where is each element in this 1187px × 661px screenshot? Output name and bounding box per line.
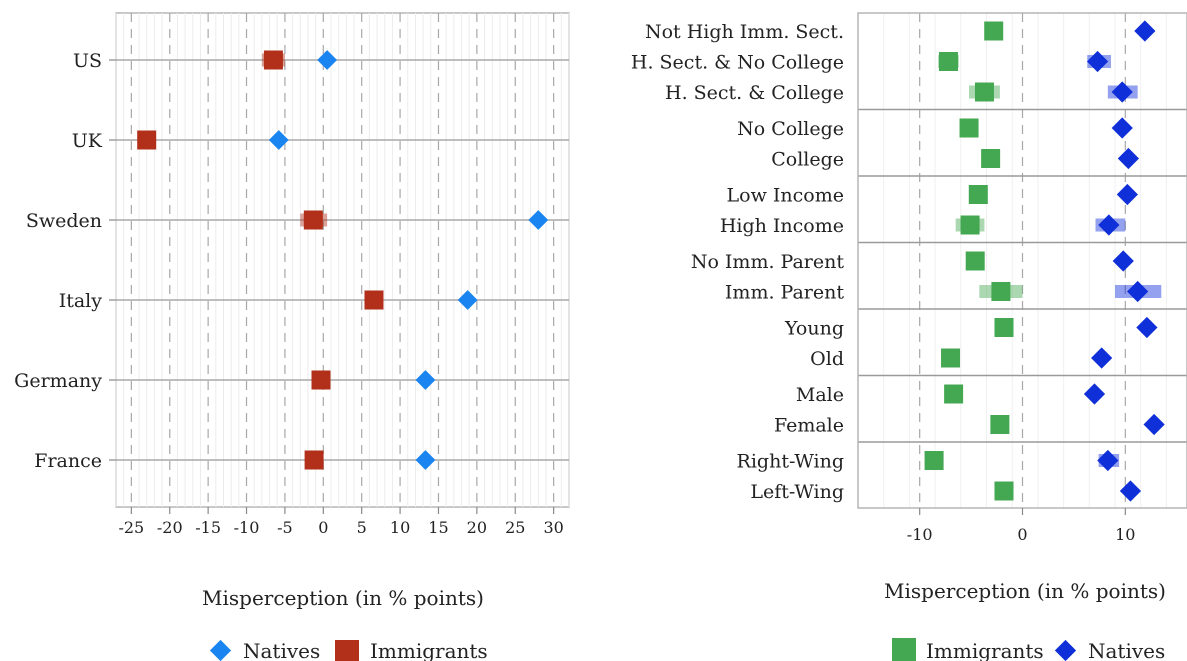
left-point-natives: [268, 130, 289, 150]
left-x-tick-label: 25: [505, 518, 525, 537]
right-category-label-college: College: [771, 149, 844, 171]
left-legend-natives-icon: [209, 639, 232, 661]
right-point-natives: [1091, 347, 1113, 369]
left-point-immigrants: [311, 370, 331, 390]
right-category-label-no-college: No College: [737, 118, 844, 140]
right-category-label-left-wing: Left-Wing: [750, 481, 844, 503]
right-point-immigrants: [991, 282, 1011, 301]
left-panel: US UK Sweden Italy Germany France -25 -20 -15 -1…: [14, 12, 570, 661]
right-legend-immigrants-icon: [892, 638, 916, 661]
right-point-immigrants: [924, 451, 944, 470]
right-category-labels: Not High Imm. Sect. H. Sect. & No College…: [631, 21, 844, 503]
left-point-immigrants: [303, 210, 323, 230]
right-point-immigrants: [960, 215, 980, 235]
left-point-immigrants: [137, 130, 157, 150]
right-point-natives: [1136, 316, 1158, 339]
right-category-label-not-high-imm-sect: Not High Imm. Sect.: [645, 21, 844, 43]
left-category-label-france: France: [34, 450, 102, 472]
left-legend-immigrants-icon: [335, 640, 359, 661]
left-point-immigrants: [304, 450, 324, 470]
left-x-tick-label: -25: [118, 518, 144, 537]
left-point-natives: [415, 450, 436, 470]
right-point-immigrants: [994, 481, 1014, 501]
right-category-label-h-sect-no-college: H. Sect. & No College: [631, 52, 844, 74]
right-x-tick-label: -10: [907, 525, 933, 544]
right-point-immigrants: [938, 52, 958, 71]
right-point-immigrants: [944, 384, 964, 404]
left-x-axis-title: Misperception (in % points): [202, 586, 484, 610]
left-category-label-sweden: Sweden: [26, 210, 102, 232]
left-point-natives: [317, 50, 338, 70]
right-point-natives: [1127, 280, 1149, 303]
left-point-natives: [415, 370, 436, 390]
right-legend-natives-label: Natives: [1088, 639, 1165, 661]
right-point-natives: [1143, 413, 1165, 436]
left-plot-frame: [115, 12, 570, 508]
left-minor-gridlines: [115, 13, 570, 507]
right-category-label-female: Female: [774, 415, 844, 437]
right-x-tick-labels: -10 0 10: [907, 508, 1135, 544]
right-x-axis-title: Misperception (in % points): [884, 579, 1166, 603]
right-point-natives: [1083, 383, 1106, 405]
left-x-tick-label: 30: [543, 518, 563, 537]
right-point-immigrants: [968, 185, 988, 204]
right-category-label-no-imm-parent: No Imm. Parent: [691, 251, 845, 273]
right-point-immigrants: [959, 118, 979, 138]
left-x-tick-label: -5: [277, 518, 293, 537]
left-point-immigrants: [364, 290, 384, 310]
right-point-natives: [1112, 250, 1134, 272]
right-point-immigrants: [990, 415, 1010, 434]
left-x-tick-label: 10: [390, 518, 410, 537]
right-point-natives: [1117, 147, 1140, 170]
left-category-label-uk: UK: [72, 130, 103, 152]
right-major-gridlines: [919, 13, 1126, 508]
right-panel: Not High Imm. Sect. H. Sect. & No College…: [631, 12, 1187, 661]
left-point-immigrants: [263, 50, 283, 70]
right-category-label-imm-parent: Imm. Parent: [725, 282, 844, 304]
right-point-natives: [1134, 20, 1156, 42]
right-category-label-male: Male: [796, 384, 844, 406]
left-row-lines: [109, 59, 569, 461]
right-legend-natives-icon: [1054, 639, 1077, 661]
right-point-immigrants: [994, 318, 1014, 337]
right-x-tick-label: 10: [1115, 525, 1135, 544]
left-legend-immigrants-label: Immigrants: [370, 639, 488, 661]
left-category-label-germany: Germany: [14, 370, 102, 392]
right-category-label-young: Young: [784, 318, 844, 340]
left-x-tick-label: -20: [157, 518, 183, 537]
left-category-label-us: US: [73, 50, 102, 72]
left-x-tick-label: 20: [467, 518, 487, 537]
left-x-tick-label: -15: [195, 518, 221, 537]
right-point-immigrants: [941, 348, 961, 368]
right-point-immigrants: [981, 149, 1001, 168]
right-category-label-low-income: Low Income: [727, 185, 844, 207]
left-x-tick-label: 0: [318, 518, 328, 537]
left-x-tick-label: 5: [357, 518, 367, 537]
right-group-separators: [858, 108, 1187, 443]
right-point-natives: [1098, 214, 1120, 236]
left-x-tick-labels: -25 -20 -15 -10 -5 0 5 10 15 20 25 30: [118, 507, 564, 537]
right-point-immigrants: [974, 82, 994, 102]
left-legend-natives-label: Natives: [243, 639, 320, 661]
right-point-immigrants: [965, 251, 985, 271]
left-x-tick-label: -10: [234, 518, 260, 537]
right-category-label-h-sect-college: H. Sect. & College: [665, 82, 844, 104]
right-category-label-right-wing: Right-Wing: [737, 451, 844, 473]
right-point-natives: [1119, 480, 1142, 502]
right-legend: Immigrants Natives: [892, 638, 1165, 661]
right-category-label-high-income: High Income: [720, 215, 844, 237]
left-x-tick-label: 15: [428, 518, 448, 537]
right-legend-immigrants-label: Immigrants: [926, 639, 1044, 661]
left-major-gridlines: [130, 13, 555, 507]
left-category-label-italy: Italy: [59, 290, 103, 312]
right-point-immigrants: [984, 21, 1004, 41]
right-category-label-old: Old: [810, 348, 844, 370]
right-point-natives: [1116, 183, 1138, 206]
left-category-labels: US UK Sweden Italy Germany France: [14, 50, 103, 472]
right-x-tick-label: 0: [1017, 525, 1027, 544]
right-point-natives: [1086, 50, 1109, 73]
left-point-natives: [457, 290, 478, 310]
left-legend: Natives Immigrants: [209, 639, 488, 661]
